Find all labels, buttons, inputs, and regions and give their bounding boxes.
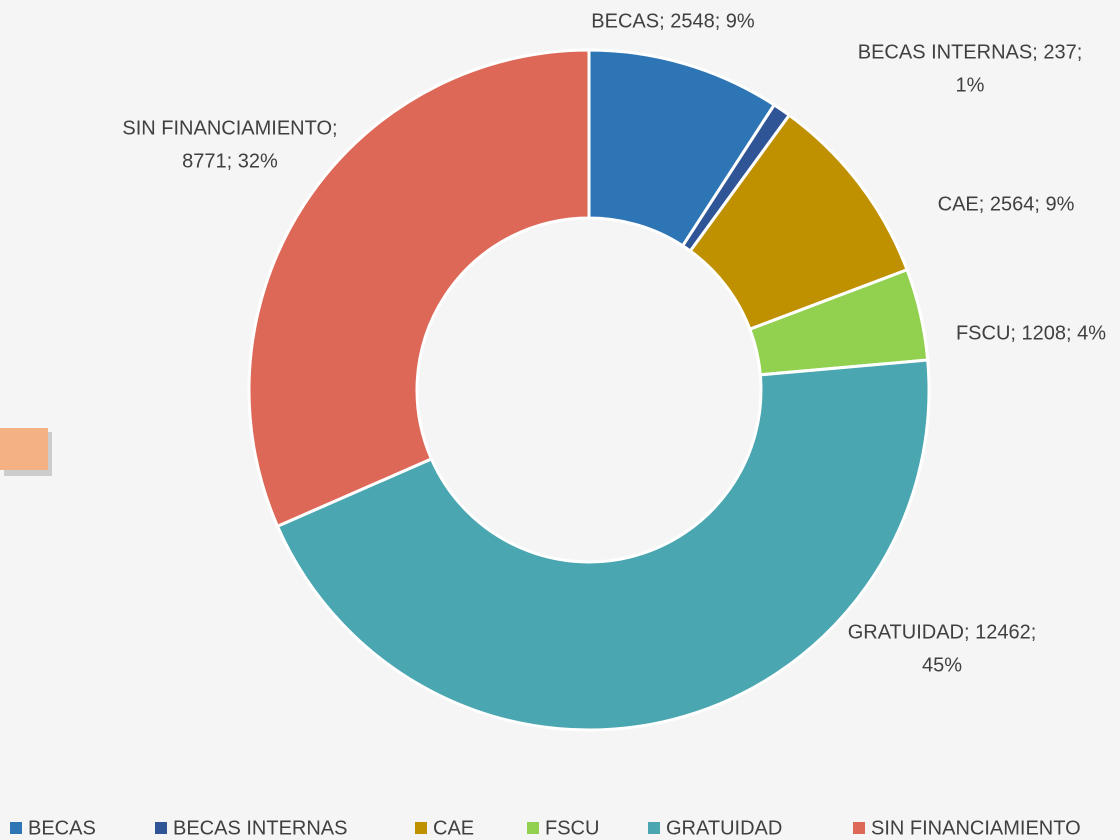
shape [0,428,48,470]
legend-label: BECAS INTERNAS [173,817,347,839]
data-label: CAE; 2564; 9% [938,193,1075,215]
data-label: 1% [956,74,985,96]
donut-slice [275,358,931,732]
data-label: BECAS INTERNAS; 237; [858,41,1083,63]
legend-swatch [853,822,865,834]
legend-swatch [648,822,660,834]
legend-label: FSCU [545,817,599,839]
legend-swatch [10,822,22,834]
legend-label: SIN FINANCIAMIENTO [871,817,1081,839]
data-label: 45% [922,654,962,676]
legend-label: BECAS [28,817,96,839]
data-label: 8771; 32% [182,150,278,172]
data-label: BECAS; 2548; 9% [591,10,755,32]
donut-slice [247,48,591,529]
legend-label: CAE [433,817,474,839]
data-label: FSCU; 1208; 4% [956,322,1106,344]
legend-label: GRATUIDAD [666,817,782,839]
legend-swatch [415,822,427,834]
legend-swatch [527,822,539,834]
data-label: SIN FINANCIAMIENTO; [122,117,337,139]
legend-swatch [155,822,167,834]
data-label: GRATUIDAD; 12462; [848,621,1037,643]
